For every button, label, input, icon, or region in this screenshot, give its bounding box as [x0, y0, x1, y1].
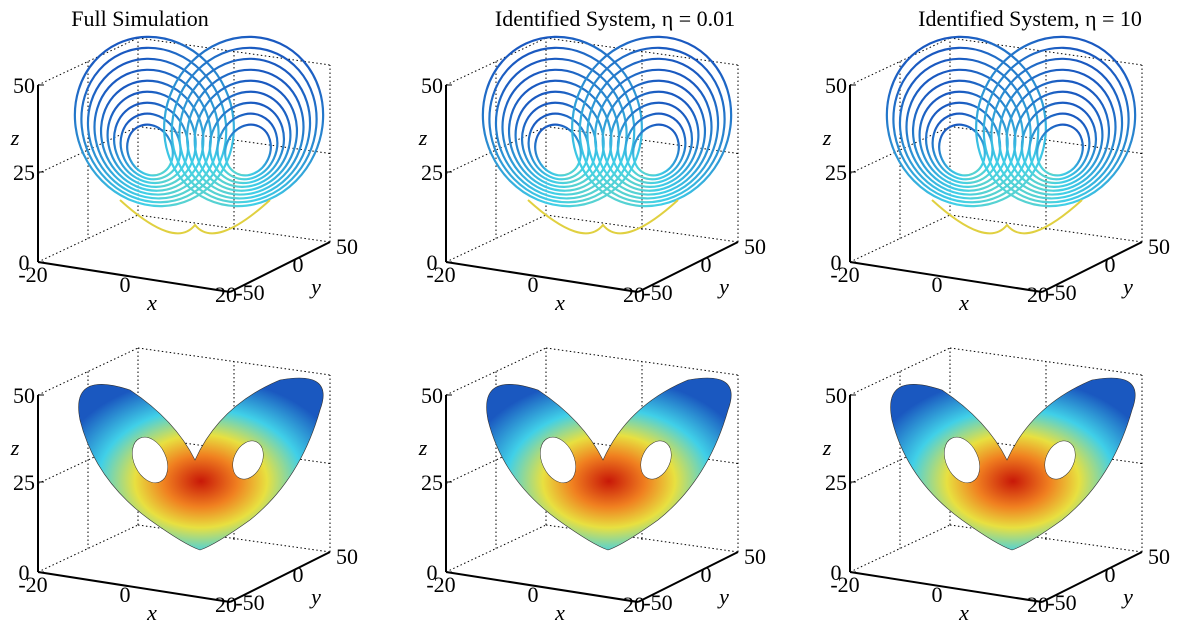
y-tick-label: 50 — [744, 544, 766, 569]
x-axis — [38, 262, 230, 292]
y-axis-label: y — [717, 274, 729, 299]
y-tick-label: 50 — [1148, 544, 1170, 569]
x-axis — [38, 572, 230, 602]
y-tick-label: -50 — [1047, 280, 1076, 305]
panel: 02550-20020-50050zxy — [822, 348, 1170, 625]
y-tick-label: 50 — [744, 234, 766, 259]
z-axis-label: z — [822, 125, 832, 150]
x-axis — [850, 572, 1042, 602]
figure: Full Simulation Identified System, η = 0.… — [0, 0, 1188, 628]
x-axis — [446, 572, 638, 602]
z-axis-label: z — [822, 435, 832, 460]
x-tick-label: -20 — [426, 262, 455, 287]
y-tick-label: -50 — [643, 590, 672, 615]
x-tick-label: -20 — [830, 262, 859, 287]
z-tick-label: 25 — [13, 470, 35, 495]
y-tick-label: 0 — [1105, 252, 1116, 277]
z-tick-label: 50 — [13, 383, 35, 408]
y-tick-label: 0 — [701, 562, 712, 587]
x-tick-label: 20 — [215, 592, 237, 617]
y-tick-label: -50 — [235, 590, 264, 615]
x-tick-label: -20 — [18, 572, 47, 597]
z-axis-label: z — [418, 435, 428, 460]
x-tick-label: -20 — [830, 572, 859, 597]
y-axis-label: y — [309, 274, 321, 299]
y-tick-label: 50 — [1148, 234, 1170, 259]
x-tick-label: 0 — [932, 272, 943, 297]
z-tick-label: 25 — [825, 470, 847, 495]
z-tick-label: 50 — [421, 73, 443, 98]
z-tick-label: 25 — [421, 470, 443, 495]
z-tick-label: 25 — [13, 160, 35, 185]
x-axis-label: x — [554, 290, 565, 315]
x-axis-label: x — [554, 600, 565, 625]
y-axis-label: y — [309, 584, 321, 609]
y-tick-label: -50 — [643, 280, 672, 305]
x-tick-label: 0 — [932, 582, 943, 607]
attractor-surface — [79, 378, 324, 550]
y-axis-label: y — [717, 584, 729, 609]
x-axis-label: x — [958, 290, 969, 315]
panel-title: Identified System, η = 0.01 — [495, 6, 735, 31]
z-axis-label: z — [418, 125, 428, 150]
z-tick-label: 50 — [825, 383, 847, 408]
attractor-surface — [487, 378, 732, 550]
z-tick-label: 50 — [421, 383, 443, 408]
y-tick-label: 0 — [293, 562, 304, 587]
y-tick-label: -50 — [1047, 590, 1076, 615]
x-tick-label: -20 — [426, 572, 455, 597]
x-tick-label: 0 — [528, 272, 539, 297]
attractor-surface — [891, 378, 1136, 550]
y-tick-label: 0 — [1105, 562, 1116, 587]
y-tick-label: 50 — [336, 544, 358, 569]
x-axis-label: x — [958, 600, 969, 625]
z-tick-label: 25 — [421, 160, 443, 185]
x-tick-label: 20 — [215, 282, 237, 307]
page: Full Simulation Identified System, η = 0.… — [0, 0, 1188, 628]
z-tick-label: 50 — [825, 73, 847, 98]
panel-title: Identified System, η = 10 — [918, 6, 1142, 31]
z-tick-label: 25 — [825, 160, 847, 185]
z-axis-label: z — [10, 125, 20, 150]
x-axis-label: x — [146, 290, 157, 315]
x-axis-label: x — [146, 600, 157, 625]
y-tick-label: 50 — [336, 234, 358, 259]
y-tick-label: -50 — [235, 280, 264, 305]
panel-title: Full Simulation — [71, 6, 209, 31]
y-axis-label: y — [1121, 584, 1133, 609]
x-tick-label: 0 — [120, 582, 131, 607]
x-tick-label: 0 — [120, 272, 131, 297]
z-axis-label: z — [10, 435, 20, 460]
x-axis — [446, 262, 638, 292]
x-axis — [850, 262, 1042, 292]
x-tick-label: 20 — [623, 282, 645, 307]
y-tick-label: 0 — [701, 252, 712, 277]
y-axis-label: y — [1121, 274, 1133, 299]
x-tick-label: 0 — [528, 582, 539, 607]
panel: 02550-20020-50050zxy — [10, 11, 358, 315]
z-tick-label: 50 — [13, 73, 35, 98]
y-tick-label: 0 — [293, 252, 304, 277]
x-tick-label: 20 — [1027, 592, 1049, 617]
x-tick-label: -20 — [18, 262, 47, 287]
x-tick-label: 20 — [1027, 282, 1049, 307]
x-tick-label: 20 — [623, 592, 645, 617]
